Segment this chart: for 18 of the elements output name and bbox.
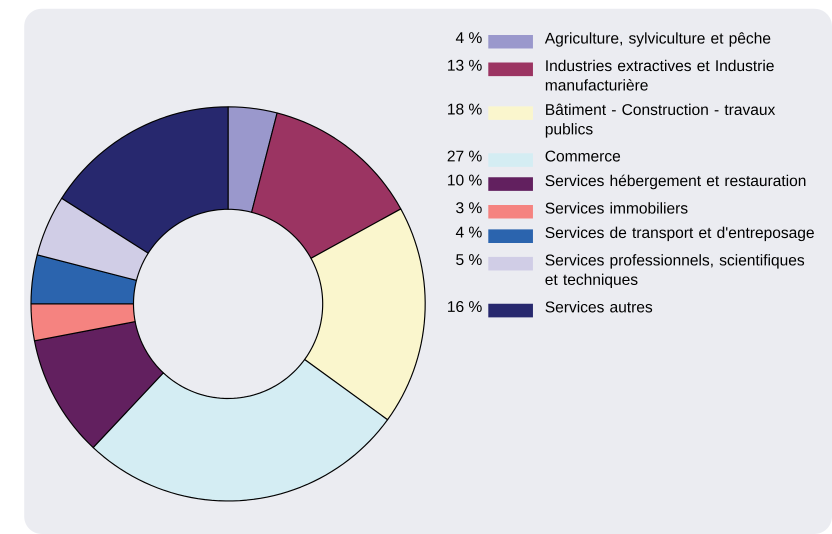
data-label: 10 % — [448, 174, 482, 186]
data-label: 4 % — [456, 226, 482, 238]
data-label: 16 % — [448, 301, 482, 312]
data-label: 18 % — [448, 104, 482, 115]
legend-label: Services de transport et d'entreposage — [546, 226, 814, 242]
legend-label: Industries extractives et Industrie manufacturière — [546, 60, 774, 91]
data-label: 5 % — [456, 254, 482, 266]
legend-label: Services immobiliers — [546, 202, 688, 214]
legend-label: Agriculture, sylviculture et pêche — [544, 32, 770, 47]
legend-label: Services professionnels, scientifiques et techniques — [545, 254, 804, 288]
data-label: 3 % — [456, 202, 482, 214]
legend-label: Services hébergement et restauration — [546, 174, 806, 190]
legend-label: Bâtiment - Construction - travaux publics — [546, 104, 776, 138]
legend-label: Commerce — [546, 150, 620, 162]
data-label: 13 % — [448, 60, 482, 71]
data-label: 4 % — [456, 32, 482, 44]
legend-label: Services autres — [546, 301, 652, 312]
data-label: 27 % — [448, 150, 482, 162]
